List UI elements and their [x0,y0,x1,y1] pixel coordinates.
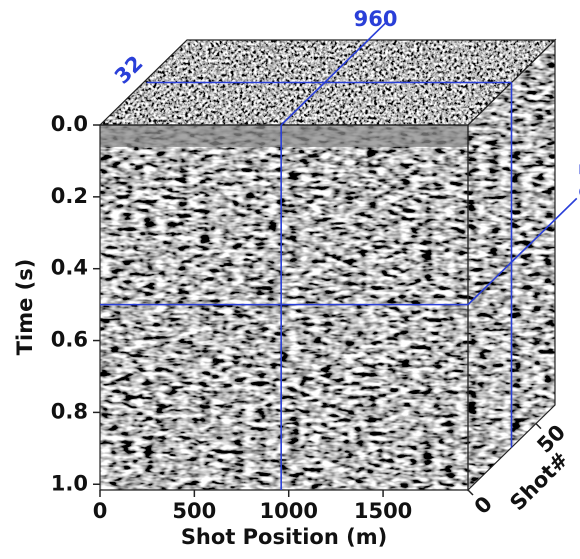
front-face-band [100,125,468,147]
slice-label: 960 [354,7,398,31]
x-tick-label: 1000 [259,499,317,523]
z-axis-label: Shot# [505,447,573,515]
slice-label: 0.5 [576,162,580,199]
y-tick-label: 0.6 [51,328,88,352]
x-axis-label: Shot Position (m) [181,525,387,549]
slice-label: 32 [110,51,148,89]
y-tick-label: 1.0 [51,471,88,495]
x-tick-label: 1500 [354,499,412,523]
y-axis-label: Time (s) [13,259,37,356]
y-tick-label: 0.2 [51,184,88,208]
z-tick [535,423,542,430]
right-frame [467,38,556,492]
y-tick-label: 0.4 [51,256,88,280]
y-tick-label: 0.0 [51,112,88,136]
y-tick-label: 0.8 [51,399,88,423]
slice-line [467,197,578,306]
slice-line [280,22,387,126]
z-tick-label: 0 [470,492,497,519]
front-face [100,125,468,490]
x-tick-label: 500 [172,499,216,523]
z-tick [467,489,474,496]
x-tick-label: 0 [93,499,108,523]
